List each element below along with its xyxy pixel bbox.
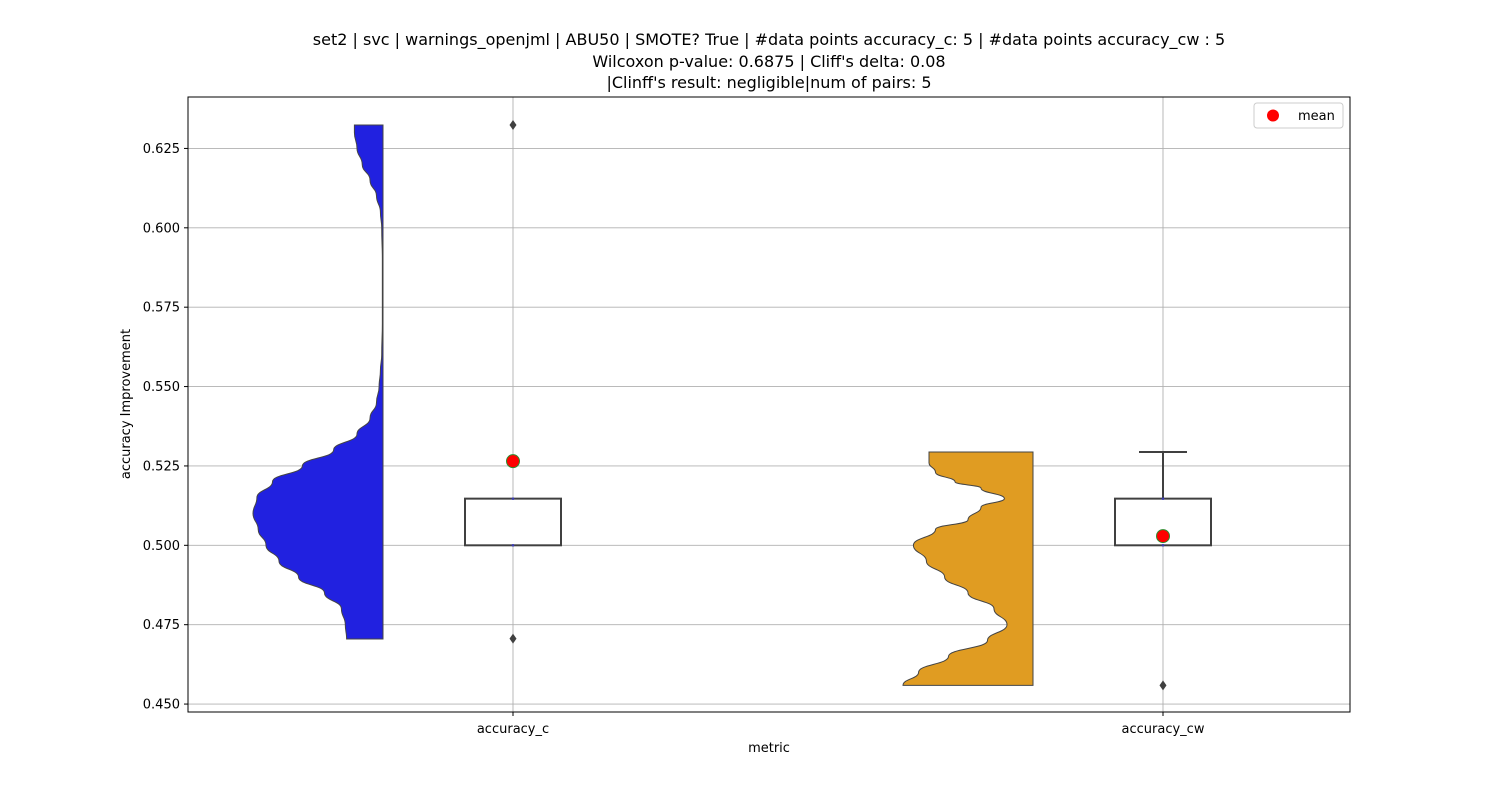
- legend-mean-marker: [1267, 109, 1279, 122]
- chart-title-line-3: |Clinff's result: negligible|num of pair…: [606, 73, 932, 92]
- x-tick-label: accuracy_cw: [1122, 722, 1205, 737]
- legend-mean-label: mean: [1298, 109, 1335, 124]
- y-tick-label: 0.625: [143, 142, 180, 157]
- y-tick-label: 0.575: [143, 301, 180, 316]
- violin-accuracy_c: [252, 124, 384, 640]
- violin-layer: [252, 124, 1034, 686]
- outlier-point: [1159, 680, 1167, 691]
- y-tick-label: 0.600: [143, 221, 180, 236]
- y-tick-label: 0.550: [143, 380, 180, 395]
- median-marker: [1161, 497, 1165, 500]
- y-tick-label: 0.475: [143, 618, 180, 633]
- chart-title-line-2: Wilcoxon p-value: 0.6875 | Cliff's delta…: [592, 52, 946, 71]
- x-tick-label: accuracy_c: [477, 722, 549, 737]
- violin-accuracy_cw: [902, 451, 1034, 686]
- box-layer: [464, 119, 1212, 691]
- mean-point-accuracy_cw: [1156, 529, 1170, 544]
- q1-marker: [511, 544, 515, 547]
- legend-frame: [1253, 102, 1344, 129]
- q1-marker: [1161, 544, 1165, 547]
- outlier-point: [509, 633, 517, 644]
- y-tick-label: 0.450: [143, 698, 180, 713]
- y-tick-label: 0.525: [143, 459, 180, 474]
- y-tick-label: 0.500: [143, 539, 180, 554]
- median-marker: [511, 497, 515, 500]
- chart-title-line-1: set2 | svc | warnings_openjml | ABU50 | …: [312, 30, 1226, 49]
- axes-layer: 0.450 0.475 0.500 0.525 0.550 0.575 0.600 0.625…: [143, 96, 1351, 737]
- mean-point-accuracy_c: [506, 454, 520, 469]
- x-axis-label: metric: [748, 741, 790, 756]
- legend: mean: [1253, 102, 1344, 129]
- axes-frame: [187, 96, 1351, 713]
- outlier-point: [509, 119, 517, 130]
- box-accuracy_c: [464, 497, 562, 547]
- y-axis-label: accuracy Improvement: [119, 329, 134, 479]
